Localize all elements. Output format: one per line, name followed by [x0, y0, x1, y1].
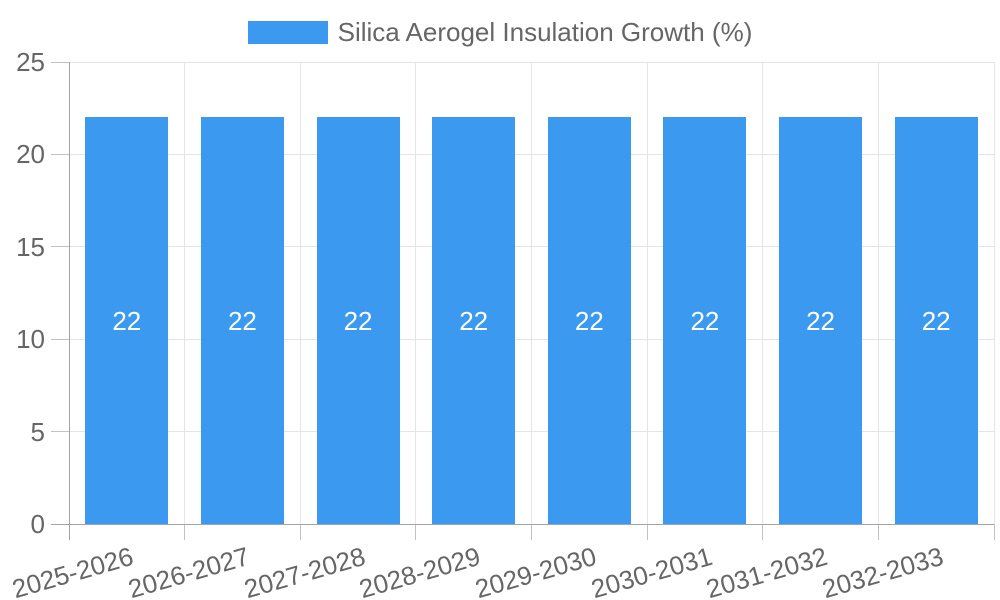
y-tick-label: 0 [30, 509, 45, 539]
y-tick-mark [51, 338, 69, 340]
x-axis-line [51, 524, 994, 525]
x-tick-mark [415, 524, 417, 540]
bar[interactable]: 22 [85, 117, 169, 524]
x-tick-label: 2028-2029 [356, 541, 484, 600]
x-tick-mark [184, 524, 186, 540]
y-tick-mark [51, 431, 69, 433]
bar[interactable]: 22 [663, 117, 747, 524]
x-tick-mark [762, 524, 764, 540]
x-tick-label: 2025-2026 [9, 541, 138, 600]
bar-value-label: 22 [574, 305, 604, 336]
x-tick-label: 2032-2033 [818, 541, 947, 600]
x-tick-label: 2026-2027 [124, 541, 253, 600]
x-gridline [993, 62, 995, 524]
x-tick-mark [646, 524, 648, 540]
bar-value-label: 22 [112, 305, 142, 336]
bar[interactable]: 22 [779, 117, 863, 524]
y-tick-mark [51, 61, 69, 63]
bar-value-label: 22 [806, 305, 836, 336]
bar-value-label: 22 [921, 305, 951, 336]
x-gridline [299, 62, 301, 524]
x-gridline [762, 62, 764, 524]
y-tick-label: 15 [16, 231, 45, 262]
legend-label: Silica Aerogel Insulation Growth (%) [337, 17, 753, 47]
y-tick-label: 20 [16, 139, 45, 170]
x-gridline [531, 62, 532, 524]
x-gridline [415, 62, 417, 524]
y-axis-line [69, 62, 70, 540]
y-tick-label: 5 [30, 416, 45, 447]
legend[interactable]: Silica Aerogel Insulation Growth (%) [0, 17, 1000, 47]
bar[interactable]: 22 [894, 117, 978, 524]
bar-value-label: 22 [227, 305, 257, 336]
bar-value-label: 22 [343, 305, 373, 336]
y-tick-mark [51, 246, 69, 248]
legend-swatch [247, 20, 328, 44]
x-tick-label: 2031-2032 [703, 541, 831, 600]
y-tick-label: 10 [16, 324, 45, 355]
x-gridline [646, 62, 648, 524]
bar[interactable]: 22 [200, 117, 284, 524]
x-tick-mark [877, 524, 879, 540]
x-tick-mark [299, 524, 301, 540]
x-tick-label: 2030-2031 [587, 541, 716, 600]
bar[interactable]: 22 [316, 117, 400, 524]
y-tick-mark [51, 153, 69, 155]
bar-value-label: 22 [459, 305, 489, 336]
x-tick-label: 2029-2030 [471, 541, 600, 600]
x-gridline [877, 62, 879, 524]
x-tick-mark [531, 524, 532, 540]
bar[interactable]: 22 [547, 117, 631, 524]
x-tick-label: 2027-2028 [240, 541, 369, 600]
bar-value-label: 22 [690, 305, 720, 336]
bar[interactable]: 22 [432, 117, 516, 524]
y-tick-label: 25 [16, 47, 45, 77]
x-tick-mark [993, 524, 995, 540]
x-gridline [184, 62, 186, 524]
